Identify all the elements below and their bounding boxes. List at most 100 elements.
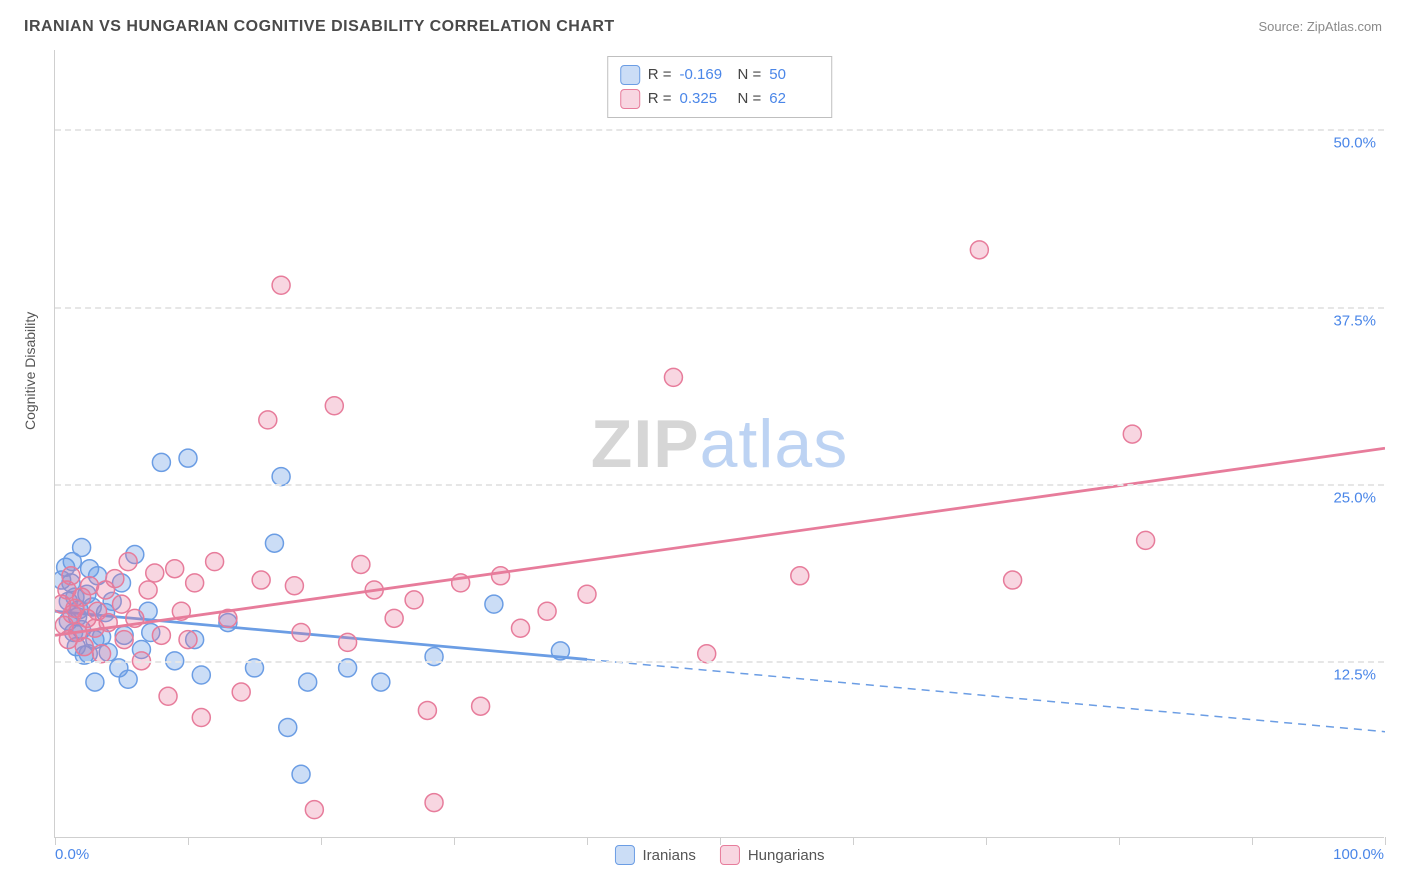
stats-row-hungarians: R = 0.325 N = 62 [620,87,820,111]
trend-line-dashed [587,659,1385,731]
data-point [352,555,370,573]
data-point [578,585,596,603]
legend-swatch-hungarians [720,845,740,865]
r-label: R = [648,63,672,87]
data-point [292,765,310,783]
data-point [62,567,80,585]
data-point [292,623,310,641]
x-tick [454,837,455,845]
data-point [339,633,357,651]
data-point [152,453,170,471]
data-point [472,697,490,715]
data-point [192,666,210,684]
data-point [279,718,297,736]
data-point [259,411,277,429]
data-point [325,397,343,415]
data-point [1004,571,1022,589]
data-point [299,673,317,691]
data-point [305,801,323,819]
data-point [192,709,210,727]
chart-svg [55,50,1385,838]
chart-source: Source: ZipAtlas.com [1258,19,1382,34]
r-value-hungarians: 0.325 [680,87,730,111]
data-point [272,276,290,294]
y-tick-label: 37.5% [1333,312,1376,329]
chart-title: IRANIAN VS HUNGARIAN COGNITIVE DISABILIT… [24,18,615,36]
data-point [86,673,104,691]
gridline [55,661,1384,663]
legend-item-iranians: Iranians [614,845,695,865]
gridline [55,307,1384,309]
data-point [372,673,390,691]
data-point [166,560,184,578]
data-point [75,638,93,656]
data-point [425,648,443,666]
data-point [179,449,197,467]
data-point [106,570,124,588]
data-point [492,567,510,585]
data-point [139,581,157,599]
data-point [425,794,443,812]
data-point [113,595,131,613]
x-tick [1119,837,1120,845]
data-point [1123,425,1141,443]
x-tick [986,837,987,845]
x-axis-max-label: 100.0% [1333,846,1384,863]
gridline [55,129,1384,131]
data-point [73,538,91,556]
x-tick [55,837,56,845]
y-axis-label: Cognitive Disability [22,312,38,430]
x-tick [188,837,189,845]
swatch-hungarians [620,89,640,109]
x-tick [1252,837,1253,845]
legend-label-iranians: Iranians [642,847,695,864]
n-value-iranians: 50 [769,63,819,87]
data-point [285,577,303,595]
x-tick [587,837,588,845]
data-point [119,553,137,571]
x-tick [321,837,322,845]
legend-item-hungarians: Hungarians [720,845,825,865]
data-point [119,670,137,688]
data-point [252,571,270,589]
data-point [115,631,133,649]
data-point [538,602,556,620]
data-point [385,609,403,627]
trend-line [55,448,1385,635]
data-point [206,553,224,571]
n-label: N = [738,63,762,87]
data-point [186,574,204,592]
x-axis-min-label: 0.0% [55,846,89,863]
data-point [146,564,164,582]
y-tick-label: 12.5% [1333,666,1376,683]
data-point [791,567,809,585]
data-point [664,368,682,386]
data-point [81,577,99,595]
x-tick [853,837,854,845]
gridline [55,484,1384,486]
x-tick [720,837,721,845]
n-label: N = [738,87,762,111]
stats-legend: R = -0.169 N = 50 R = 0.325 N = 62 [607,56,833,118]
r-label: R = [648,87,672,111]
data-point [179,631,197,649]
chart-plot-area: ZIPatlas R = -0.169 N = 50 R = 0.325 N =… [54,50,1384,838]
x-tick [1385,837,1386,845]
series-legend: Iranians Hungarians [614,845,824,865]
data-point [1137,531,1155,549]
y-tick-label: 50.0% [1333,135,1376,152]
data-point [232,683,250,701]
data-point [512,619,530,637]
data-point [970,241,988,259]
y-tick-label: 25.0% [1333,489,1376,506]
data-point [152,626,170,644]
data-point [418,701,436,719]
swatch-iranians [620,65,640,85]
data-point [405,591,423,609]
legend-label-hungarians: Hungarians [748,847,825,864]
data-point [485,595,503,613]
data-point [265,534,283,552]
legend-swatch-iranians [614,845,634,865]
r-value-iranians: -0.169 [680,63,730,87]
data-point [159,687,177,705]
